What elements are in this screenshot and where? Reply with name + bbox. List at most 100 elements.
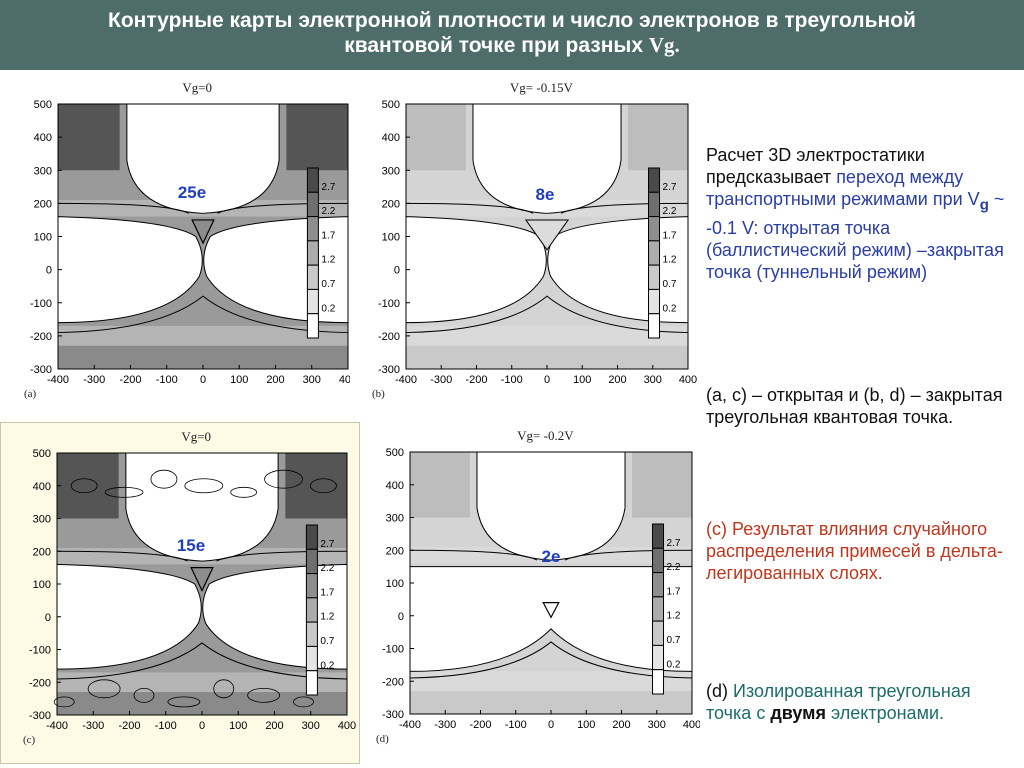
y-tick-label: 200 <box>33 546 51 558</box>
y-tick-label: 100 <box>34 232 52 244</box>
colorbar-step <box>305 621 318 647</box>
x-tick-label: 0 <box>200 374 206 386</box>
corner-region <box>632 452 692 518</box>
plot-title: Vg=0 <box>182 80 212 95</box>
impurity-contour <box>70 478 98 494</box>
colorbar-step <box>648 167 661 193</box>
colorbar-label: 1.7 <box>321 230 335 241</box>
colorbar-step <box>648 313 661 339</box>
impurity-contour <box>184 478 224 494</box>
quantum-dot <box>191 219 215 245</box>
colorbar-step <box>305 645 318 672</box>
y-tick-label: -100 <box>382 644 404 656</box>
colorbar-step <box>305 597 318 623</box>
y-tick-label: 400 <box>34 132 52 144</box>
colorbar-step <box>305 548 318 575</box>
x-tick-label: 400 <box>679 374 697 386</box>
panel-d: 2.7 2.2 1.7 1.2 0.7 0.2 500 400 300 200 100 0 -100 -2… <box>368 422 700 762</box>
y-tick-label: -200 <box>30 331 52 343</box>
y-tick-label: 100 <box>386 578 404 590</box>
colorbar-step <box>306 264 319 290</box>
x-tick-label: 100 <box>230 374 248 386</box>
slide-title: Контурные карты электронной плотности и … <box>0 0 1024 70</box>
y-tick-label: 0 <box>45 612 51 624</box>
panel-b: 2.7 2.2 1.7 1.2 0.7 0.2 500 400 300 200 100 0 -100 -2… <box>368 76 700 408</box>
panel-letter: (d) <box>376 733 389 745</box>
x-tick-label: -300 <box>434 719 456 731</box>
colorbar-step <box>306 313 319 339</box>
y-tick-label: -300 <box>382 709 404 721</box>
y-tick-label: 400 <box>382 132 400 144</box>
x-tick-label: 300 <box>644 374 662 386</box>
y-tick-label: 400 <box>33 481 51 493</box>
contour-line <box>57 202 349 214</box>
band-lower <box>410 671 692 692</box>
x-tick-label: 100 <box>573 374 591 386</box>
y-tick-label: 200 <box>34 198 52 210</box>
colorbar-step <box>306 288 319 315</box>
x-tick-label: -200 <box>119 374 141 386</box>
x-tick-label: 200 <box>612 719 630 731</box>
panel-letter: (a) <box>24 388 37 400</box>
text-paragraph-2: (a, c) – открытая и (b, d) – закрытая тр… <box>706 385 1003 427</box>
band-lower <box>57 672 347 693</box>
y-tick-label: 400 <box>386 480 404 492</box>
colorbar-step <box>652 644 665 671</box>
y-tick-label: -300 <box>30 364 52 376</box>
x-tick-label: -100 <box>155 720 177 732</box>
y-tick-label: 200 <box>386 545 404 557</box>
panel-letter: (b) <box>372 388 385 400</box>
colorbar-label: 2.2 <box>320 563 334 574</box>
x-tick-label: 200 <box>265 720 283 732</box>
contour-line <box>56 642 348 680</box>
quantum-dot <box>542 602 560 619</box>
x-tick-label: -300 <box>82 720 104 732</box>
plot-title: Vg=0 <box>181 429 211 444</box>
quantum-dot <box>190 567 214 592</box>
colorbar-step <box>306 240 319 266</box>
x-tick-label: 300 <box>302 720 320 732</box>
plot-title: Vg= -0.2V <box>517 428 574 443</box>
colorbar-step <box>648 288 661 315</box>
y-tick-label: -100 <box>378 298 400 310</box>
gate-region-top <box>472 103 622 214</box>
gate-region-middle <box>57 216 349 324</box>
colorbar-label: 0.2 <box>321 303 335 314</box>
x-tick-label: -400 <box>47 374 69 386</box>
colorbar-label: 1.7 <box>663 230 677 241</box>
colorbar-step <box>652 596 665 622</box>
colorbar-label: 0.7 <box>320 636 334 647</box>
x-tick-label: 400 <box>338 720 356 732</box>
x-tick-label: -400 <box>46 720 68 732</box>
colorbar-label: 0.2 <box>667 659 681 670</box>
contour-line <box>405 202 689 214</box>
contour-line <box>57 295 349 334</box>
y-tick-label: 100 <box>382 232 400 244</box>
x-tick-label: -100 <box>501 374 523 386</box>
y-tick-label: -100 <box>29 645 51 657</box>
y-tick-label: 300 <box>382 165 400 177</box>
text-paragraph-1: Расчет 3D электростатики предсказывает п… <box>706 145 1005 282</box>
title-line-2: квантовой точке при разных Vg. <box>344 33 680 57</box>
x-tick-label: 300 <box>648 719 666 731</box>
contour-plot-d: 2.7 2.2 1.7 1.2 0.7 0.2 500 400 300 200 100 0 -100 -2… <box>376 428 700 745</box>
colorbar-label: 1.2 <box>320 612 334 623</box>
gate-region-top <box>476 451 626 561</box>
colorbar-label: 0.2 <box>663 303 677 314</box>
colorbar-label: 2.2 <box>667 562 681 573</box>
y-tick-label: 0 <box>394 265 400 277</box>
y-tick-label: 500 <box>382 99 400 111</box>
colorbar-step <box>652 547 665 574</box>
corner-region <box>58 104 120 171</box>
impurity-contour <box>133 687 155 703</box>
impurity-contour <box>230 486 258 498</box>
band-lower <box>58 325 348 346</box>
y-tick-label: 300 <box>33 514 51 526</box>
y-tick-label: 200 <box>382 198 400 210</box>
x-tick-label: 400 <box>339 374 350 386</box>
colorbar-label: 2.7 <box>663 182 677 193</box>
colorbar-label: 2.7 <box>667 538 681 549</box>
corner-region <box>406 104 466 171</box>
colorbar-step <box>305 670 318 696</box>
y-tick-label: 300 <box>386 513 404 525</box>
